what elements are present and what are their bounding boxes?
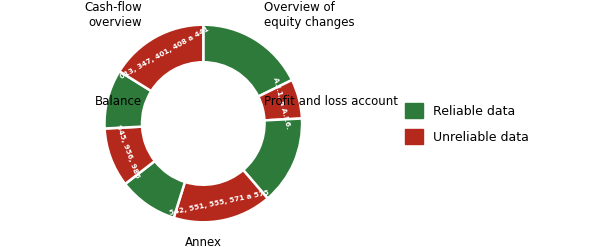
Text: 945, 956, 986: 945, 956, 986: [115, 124, 140, 179]
Wedge shape: [258, 80, 302, 120]
Text: Overview of
equity changes: Overview of equity changes: [264, 1, 355, 29]
Legend: Reliable data, Unreliable data: Reliable data, Unreliable data: [400, 99, 534, 148]
Wedge shape: [105, 71, 152, 128]
Text: Profit and loss account: Profit and loss account: [264, 95, 398, 108]
Wedge shape: [243, 119, 302, 199]
Wedge shape: [125, 161, 185, 218]
Text: 013, 347, 401, 408 a 441: 013, 347, 401, 408 a 441: [119, 26, 209, 80]
Text: 542, 551, 555, 571 a 575: 542, 551, 555, 571 a 575: [169, 189, 270, 216]
Wedge shape: [120, 25, 203, 91]
Wedge shape: [203, 25, 292, 97]
Text: Annex: Annex: [185, 236, 222, 247]
Text: A.I.1, a A.I.6.: A.I.1, a A.I.6.: [272, 77, 291, 130]
Wedge shape: [105, 127, 155, 184]
Text: Cash-flow
overview: Cash-flow overview: [85, 1, 142, 29]
Wedge shape: [174, 170, 267, 222]
Text: Balance: Balance: [95, 95, 142, 108]
